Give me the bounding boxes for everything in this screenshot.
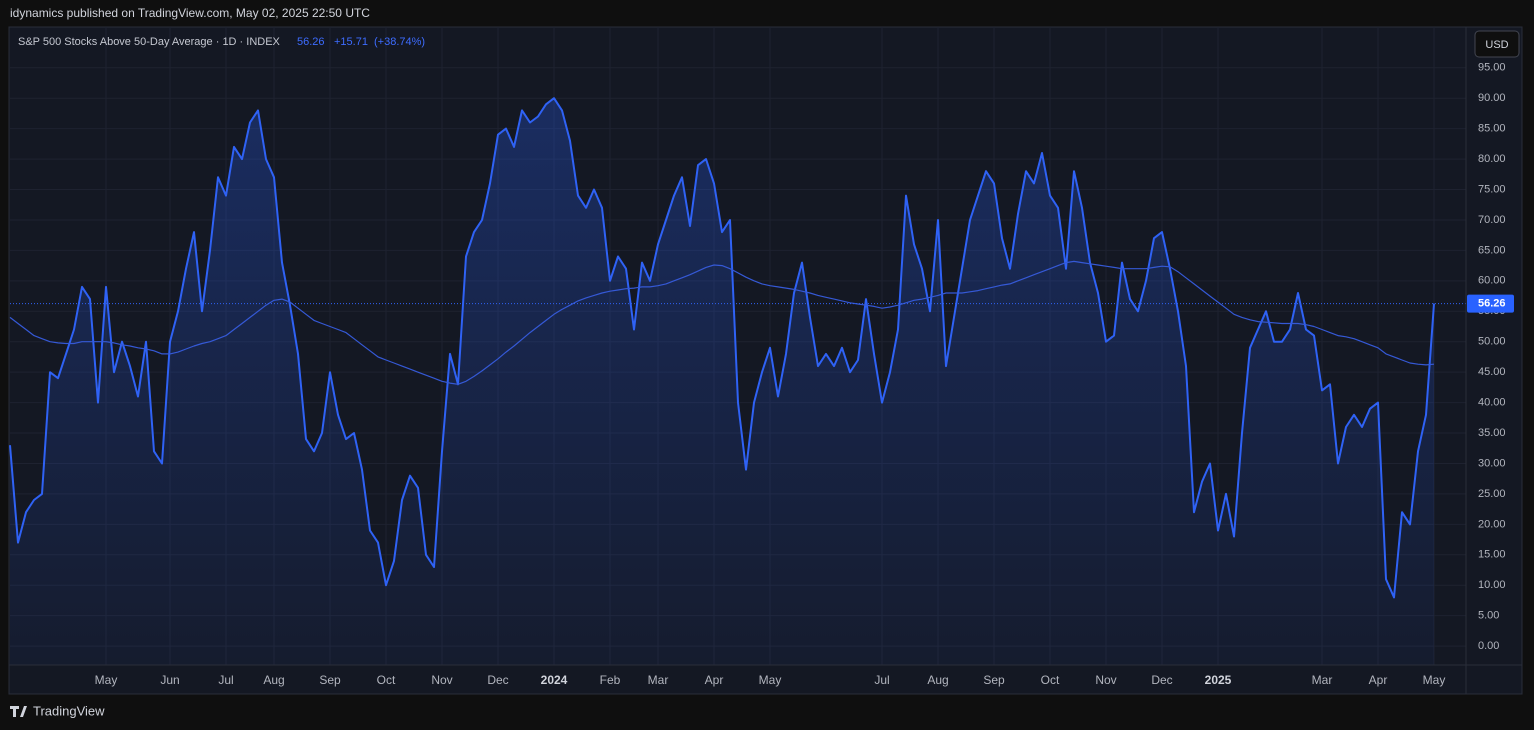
y-tick-label: 40.00 [1478,397,1506,409]
x-tick-label: Sep [319,673,341,687]
x-tick-label: Aug [263,673,284,687]
y-tick-label: 5.00 [1478,610,1499,622]
x-tick-label: 2025 [1205,673,1232,687]
y-tick-label: 95.00 [1478,62,1506,74]
y-tick-label: 15.00 [1478,549,1506,561]
x-tick-label: May [1423,673,1446,687]
y-tick-label: 20.00 [1478,518,1506,530]
y-tick-label: 45.00 [1478,366,1506,378]
x-tick-label: 2024 [541,673,568,687]
y-tick-label: 30.00 [1478,457,1506,469]
chart-title: S&P 500 Stocks Above 50-Day Average · 1D… [18,36,281,48]
currency-button[interactable] [1474,30,1520,58]
last-value-tag-label: 56.26 [1478,298,1506,310]
published-note: idynamics published on TradingView.com, … [10,6,370,20]
change-pct: (+38.74%) [374,36,425,48]
x-tick-label: May [759,673,782,687]
y-tick-label: 80.00 [1478,153,1506,165]
x-tick-label: Apr [705,673,724,687]
brand-logo [10,706,27,717]
x-tick-label: Dec [1151,673,1172,687]
x-tick-label: Mar [648,673,669,687]
y-tick-label: 75.00 [1478,183,1506,195]
x-tick-label: May [95,673,118,687]
x-tick-label: Apr [1369,673,1388,687]
y-tick-label: 10.00 [1478,579,1506,591]
series-line [9,97,1435,599]
x-tick-label: Mar [1312,673,1333,687]
y-tick-label: 60.00 [1478,275,1506,287]
x-tick-label: Sep [983,673,1005,687]
x-tick-label: Nov [431,673,452,687]
y-tick-label: 0.00 [1478,640,1499,652]
last-value: 56.26 [297,36,325,48]
y-tick-label: 65.00 [1478,244,1506,256]
x-tick-label: Oct [1041,673,1060,687]
x-tick-label: Jul [874,673,889,687]
x-tick-label: Feb [600,673,621,687]
x-tick-label: Aug [927,673,948,687]
y-tick-label: 35.00 [1478,427,1506,439]
x-tick-label: Dec [487,673,508,687]
x-tick-label: Nov [1095,673,1116,687]
y-tick-label: 25.00 [1478,488,1506,500]
y-tick-label: 70.00 [1478,214,1506,226]
y-tick-label: 85.00 [1478,123,1506,135]
x-tick-label: Jul [218,673,233,687]
brand: TradingView [33,703,105,718]
area [10,98,1434,665]
y-tick-label: 90.00 [1478,92,1506,104]
currency[interactable]: USD [1485,39,1508,51]
change: +15.71 [334,36,368,48]
y-tick-label: 50.00 [1478,336,1506,348]
moving-average-line [9,260,1435,385]
last-value-tag [1467,294,1514,313]
x-tick-label: Oct [377,673,396,687]
x-tick-label: Jun [160,673,179,687]
